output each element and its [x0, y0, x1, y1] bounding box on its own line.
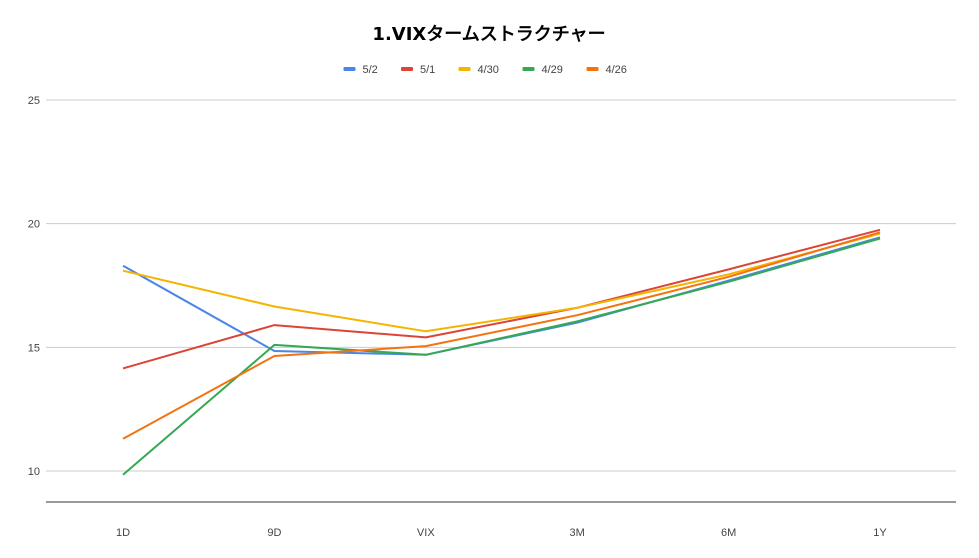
y-tick-label: 15	[28, 342, 40, 354]
legend-label: 5/1	[420, 64, 435, 76]
x-tick-label: 9D	[267, 527, 281, 539]
series-line-5-1	[122, 228, 881, 370]
x-axis-ticks: 1D 9D VIX 3M 6M 1Y	[116, 527, 887, 539]
legend-swatch	[401, 67, 413, 71]
x-tick-label: VIX	[417, 527, 435, 539]
chart-title: 1.VIXタームストラクチャー	[372, 24, 605, 45]
legend: 5/2 5/1 4/30 4/29 4/26	[343, 64, 627, 76]
legend-label: 4/29	[542, 64, 563, 76]
legend-swatch	[522, 67, 535, 71]
series-lines	[122, 228, 881, 476]
legend-label: 4/30	[478, 64, 499, 76]
legend-swatch	[458, 67, 471, 71]
legend-label: 5/2	[363, 64, 378, 76]
legend-label: 4/26	[606, 64, 627, 76]
legend-swatch	[343, 67, 356, 71]
y-tick-label: 10	[28, 466, 40, 478]
legend-swatch	[586, 67, 599, 71]
y-tick-label: 25	[28, 95, 40, 107]
x-tick-label: 1Y	[873, 527, 887, 539]
y-tick-label: 20	[28, 219, 40, 231]
series-line-4-26	[122, 231, 881, 440]
y-axis-ticks: 10 15 20 25	[28, 95, 40, 478]
x-tick-label: 6M	[721, 527, 736, 539]
x-tick-label: 3M	[570, 527, 585, 539]
series-line-4-29	[122, 237, 881, 476]
series-line-4-30	[122, 232, 881, 333]
x-tick-label: 1D	[116, 527, 130, 539]
